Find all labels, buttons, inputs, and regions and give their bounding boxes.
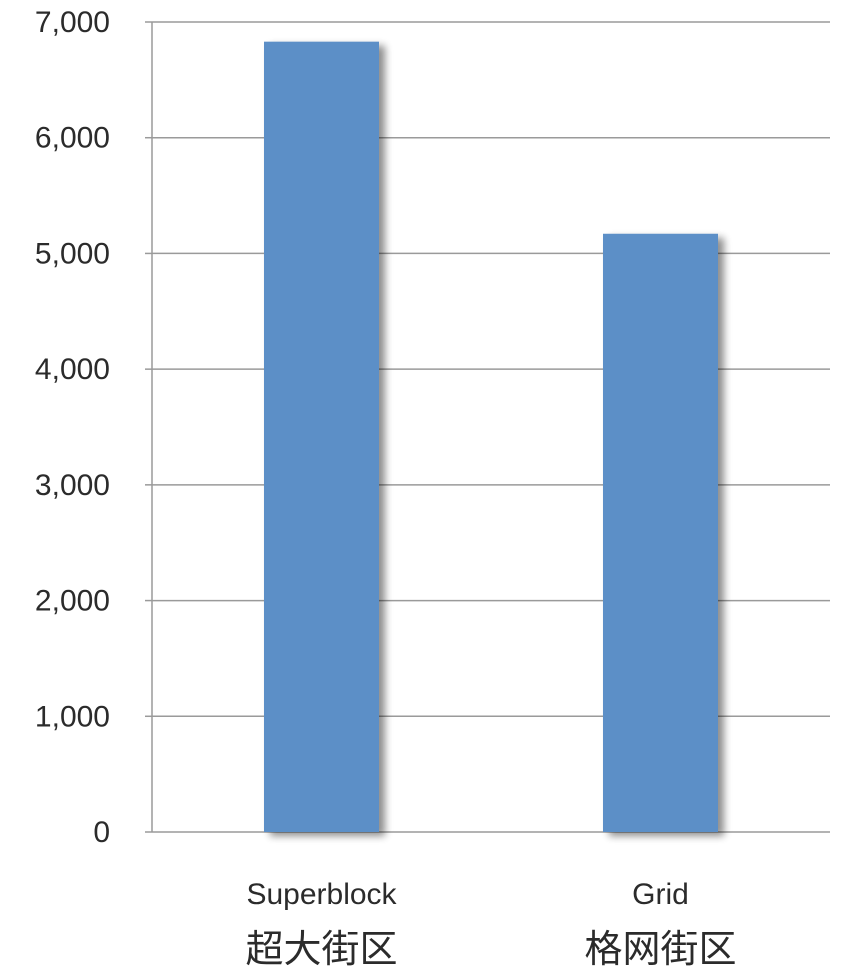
- axes: [145, 21, 153, 833]
- x-category-label: Grid: [632, 878, 689, 911]
- y-tick-label: 2,000: [35, 585, 110, 618]
- y-tick-label: 5,000: [35, 237, 110, 270]
- x-category-label-secondary: 格网街区: [584, 927, 736, 970]
- bar-superblock: [264, 41, 379, 832]
- bar-grid: [603, 233, 718, 832]
- y-tick-label: 0: [93, 816, 110, 849]
- y-tick-labels: 0 1,000 2,000 3,000 4,000 5,000 6,000 7,000: [35, 6, 110, 849]
- y-tick-label: 1,000: [35, 700, 110, 733]
- x-category-label: Superblock: [246, 878, 397, 911]
- x-category-label-secondary: 超大街区: [245, 927, 397, 970]
- x-category-labels: Superblock 超大街区 Grid 格网街区: [245, 878, 736, 970]
- y-tick-label: 7,000: [35, 6, 110, 39]
- y-tick-label: 4,000: [35, 353, 110, 386]
- y-tick-label: 3,000: [35, 469, 110, 502]
- gridlines: [152, 21, 830, 833]
- bars: [264, 41, 718, 832]
- y-tick-label: 6,000: [35, 122, 110, 155]
